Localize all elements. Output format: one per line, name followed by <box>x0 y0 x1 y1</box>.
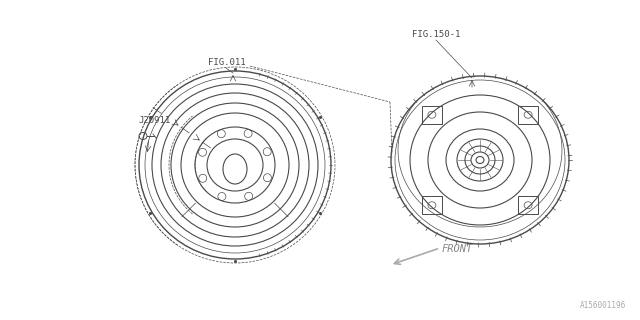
Text: J20911: J20911 <box>138 116 170 124</box>
Text: A156001196: A156001196 <box>580 301 626 310</box>
Text: FIG.011: FIG.011 <box>208 58 246 67</box>
Text: FRONT: FRONT <box>442 244 473 254</box>
Text: FIG.150-1: FIG.150-1 <box>412 29 460 38</box>
